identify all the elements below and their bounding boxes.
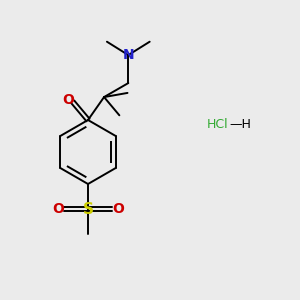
Text: O: O [52, 202, 64, 216]
Text: N: N [122, 48, 134, 62]
Text: S: S [82, 202, 94, 217]
Text: HCl: HCl [207, 118, 229, 131]
Text: —H: —H [229, 118, 251, 131]
Text: O: O [112, 202, 124, 216]
Text: O: O [62, 93, 74, 107]
